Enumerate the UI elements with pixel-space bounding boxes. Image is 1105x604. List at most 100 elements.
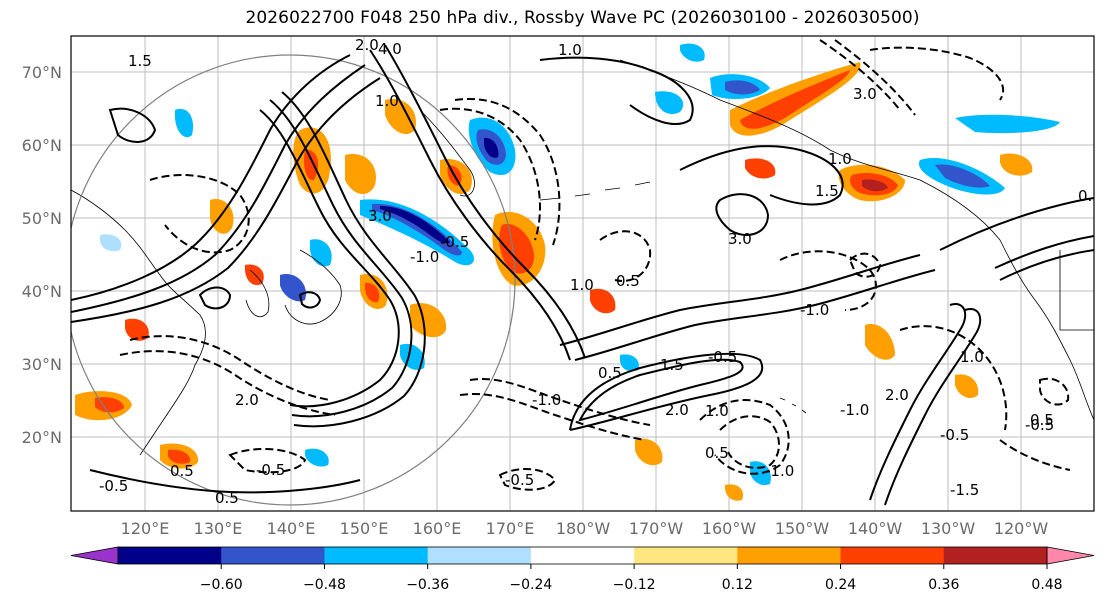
positive-div-region: [740, 70, 850, 129]
solid-contours: [71, 44, 1094, 506]
contour-line: [559, 254, 921, 346]
longitude-label: 140°W: [848, 519, 903, 538]
gridlines: [71, 36, 1094, 511]
contour-line: [228, 447, 307, 474]
contour-label: 2.0: [665, 401, 689, 419]
contour-label: -0.5: [505, 471, 534, 489]
longitude-label: 150°E: [340, 519, 389, 538]
contour-line: [869, 303, 967, 501]
negative-div-region: [655, 91, 684, 114]
contour-label: -0.5: [940, 426, 969, 444]
contour-line: [999, 249, 1094, 281]
map-frame: [70, 35, 1095, 512]
positive-div-region: [95, 397, 124, 413]
asia-coastline: [71, 189, 206, 456]
map-title: 2026022700 F048 250 hPa div., Rossby Wav…: [245, 8, 920, 28]
contour-line: [269, 99, 413, 418]
positive-div-region: [244, 264, 264, 286]
positive-div-region: [168, 449, 191, 464]
colorbar-segment: [221, 547, 325, 564]
colorbar-segment: [530, 547, 635, 564]
contour-line: [999, 439, 1071, 471]
contour-label: 1.5: [815, 182, 839, 200]
contour-line: [498, 468, 557, 491]
contour-line: [129, 335, 331, 401]
contour-line: [884, 308, 982, 506]
longitude-label: 170°W: [629, 519, 684, 538]
colorbar-outline: [117, 546, 1048, 565]
contour-line: [899, 325, 1008, 431]
contour-labels: 1.5 2.0 4.0 1.0 3.0 1.5 1.0 3.0 1.0 3.0 …: [99, 36, 1094, 507]
contour-line: [599, 230, 652, 282]
negative-div-region: [484, 137, 499, 158]
contour-line: [699, 399, 790, 475]
contour-line: [994, 235, 1094, 269]
coastlines: [71, 59, 1094, 456]
dashed-contours: [119, 39, 1071, 491]
contour-line: [848, 252, 882, 278]
colorbar-tick-label: 0.48: [1031, 577, 1062, 593]
colorbar-segment: [840, 547, 945, 564]
contour-label: 1.0: [558, 41, 582, 59]
positive-div-region: [745, 158, 776, 179]
contour-label: 0.5: [170, 462, 194, 480]
contour-line: [819, 39, 901, 111]
positive-div-region: [410, 303, 447, 338]
contour-line: [779, 250, 877, 311]
latitude-label: 40°N: [22, 282, 62, 301]
positive-div-region: [865, 324, 895, 360]
positive-div-region: [125, 318, 149, 341]
contour-line: [715, 193, 770, 236]
latitude-labels: 70°N 60°N 50°N 40°N 30°N 20°N: [22, 63, 62, 447]
contour-label: 1.0: [960, 348, 984, 366]
longitude-label: 130°W: [921, 519, 976, 538]
colorbar-segment: [943, 547, 1048, 564]
longitude-label: 160°E: [413, 519, 462, 538]
positive-div-region: [385, 99, 416, 135]
contour-label: 0.5: [1030, 411, 1054, 429]
negative-div-region: [935, 164, 990, 188]
contour-label: -0.5: [256, 461, 285, 479]
longitude-label: 180°W: [556, 519, 611, 538]
contour-label: -1.0: [840, 401, 869, 419]
colorbar-tick-label: 0.36: [928, 577, 959, 593]
alaska-coastline: [619, 59, 1001, 241]
colorbar-tick-label: −0.60: [200, 577, 243, 593]
contour-line: [578, 358, 744, 422]
negative-div-region: [955, 114, 1060, 134]
contour-line: [454, 98, 561, 246]
kamchatka-coastline: [419, 109, 475, 197]
great-circle-outline: [71, 54, 516, 506]
contour-label: -0.5: [440, 233, 469, 251]
contour-line: [469, 378, 651, 426]
contour-label: -0.5: [1025, 416, 1054, 434]
contour-line: [149, 174, 250, 254]
contour-label: -1.5: [950, 481, 979, 499]
colorbar-segment: [118, 547, 222, 564]
contour-line: [719, 415, 780, 469]
positive-div-region: [345, 154, 376, 195]
longitude-label: 130°E: [194, 519, 243, 538]
colorbar-tick-label: −0.24: [509, 577, 552, 593]
latitude-label: 20°N: [22, 428, 62, 447]
contour-label: -1.0: [532, 391, 561, 409]
longitude-label: 160°W: [702, 519, 757, 538]
map-content: 1.5 2.0 4.0 1.0 3.0 1.5 1.0 3.0 1.0 3.0 …: [71, 36, 1094, 511]
contour-line: [198, 286, 232, 310]
contour-label: -0.5: [99, 477, 128, 495]
contour-line: [298, 291, 322, 309]
latitude-label: 60°N: [22, 136, 62, 155]
latitude-label: 50°N: [22, 209, 62, 228]
aleutian-islands: [539, 181, 651, 201]
contour-line: [259, 109, 400, 408]
contour-line: [71, 77, 381, 323]
positive-div-region: [499, 224, 535, 274]
longitude-label: 150°W: [775, 519, 830, 538]
contour-label: 0.5: [705, 444, 729, 462]
colorbar-tick-label: 0.24: [825, 577, 856, 593]
contour-label: 1.0: [570, 276, 594, 294]
longitude-label: 140°E: [267, 519, 316, 538]
negative-div-region: [380, 206, 450, 244]
longitude-label: 120°W: [994, 519, 1049, 538]
